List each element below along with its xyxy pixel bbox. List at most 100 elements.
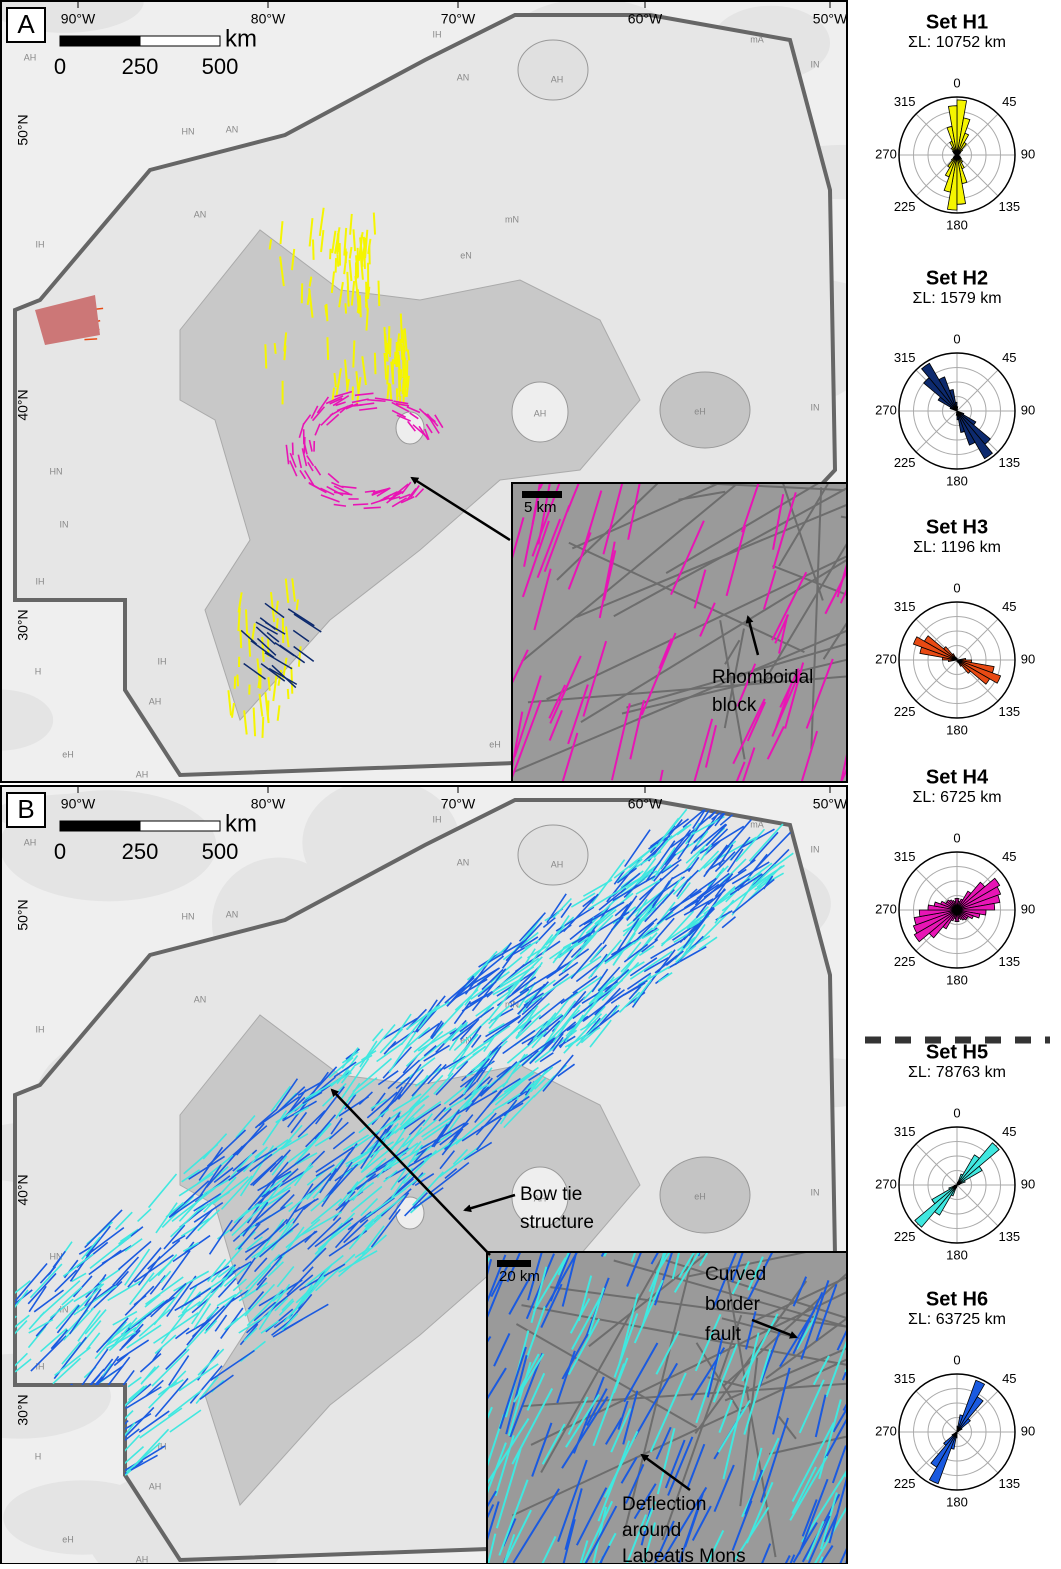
scale-bar-white bbox=[140, 821, 220, 831]
unit-label: eH bbox=[62, 1534, 74, 1544]
unit-label: HN bbox=[182, 126, 195, 136]
rose-subtitle: ΣL: 1196 km bbox=[913, 539, 1001, 556]
rose-angle-label: 90 bbox=[1021, 1176, 1035, 1191]
rose-angle-label: 0 bbox=[953, 1352, 960, 1367]
rose-angle-label: 135 bbox=[998, 199, 1020, 214]
scale-tick-label: 250 bbox=[122, 839, 159, 864]
annotation: Curved bbox=[705, 1264, 766, 1285]
unit-label: H bbox=[35, 1451, 42, 1461]
rose-title: Set H2 bbox=[926, 267, 988, 289]
rose-angle-label: 0 bbox=[953, 331, 960, 346]
scale-bar-black bbox=[60, 36, 140, 46]
fault-trace bbox=[408, 350, 409, 361]
unit-ah bbox=[396, 1197, 424, 1229]
rose-angle-label: 315 bbox=[894, 1371, 916, 1386]
latitude-label: 40°N bbox=[15, 1174, 31, 1205]
panel-label: B bbox=[17, 794, 34, 824]
unit-label: IN bbox=[811, 844, 820, 854]
unit-label: AH bbox=[149, 1481, 162, 1491]
rose-title: Set H5 bbox=[926, 1041, 988, 1063]
unit-label: eH bbox=[694, 406, 706, 416]
longitude-label: 80°W bbox=[251, 796, 286, 812]
rose-angle-label: 225 bbox=[894, 954, 916, 969]
rose-angle-label: 180 bbox=[946, 1494, 968, 1509]
inset-scale-bar bbox=[522, 491, 562, 498]
rose-subtitle: ΣL: 78763 km bbox=[908, 1064, 1006, 1081]
unit-ah bbox=[518, 825, 588, 885]
fault-trace bbox=[374, 213, 375, 235]
unit-label: mA bbox=[750, 819, 764, 829]
rose-angle-label: 0 bbox=[953, 75, 960, 90]
map-panel: AHAHIHANHNANmNeNAHeHeHINmAINIHINIHHIHAHe… bbox=[0, 779, 1046, 1564]
longitude-label: 80°W bbox=[251, 11, 286, 27]
unit-label: IN bbox=[811, 1187, 820, 1197]
fault-trace bbox=[246, 609, 247, 634]
rose-subtitle: ΣL: 1579 km bbox=[912, 290, 1001, 307]
rose-angle-label: 270 bbox=[875, 146, 897, 161]
unit-label: AN bbox=[226, 909, 239, 919]
unit-label: IH bbox=[158, 656, 167, 666]
rose-angle-label: 315 bbox=[894, 94, 916, 109]
longitude-label: 60°W bbox=[628, 796, 663, 812]
scale-tick-label: 0 bbox=[54, 54, 66, 79]
annotation: fault bbox=[705, 1324, 742, 1345]
unit-label: IH bbox=[36, 1024, 45, 1034]
rose-angle-label: 90 bbox=[1021, 402, 1035, 417]
annotation: Deflection bbox=[622, 1494, 707, 1515]
unit-label: AN bbox=[457, 72, 470, 82]
unit-label: IH bbox=[36, 239, 45, 249]
rose-angle-label: 180 bbox=[946, 217, 968, 232]
rose-angle-label: 315 bbox=[894, 1124, 916, 1139]
rose-angle-label: 0 bbox=[953, 830, 960, 845]
rose-angle-label: 225 bbox=[894, 199, 916, 214]
fault-trace bbox=[330, 249, 331, 259]
fault-trace bbox=[390, 338, 391, 357]
unit-label: mN bbox=[505, 214, 519, 224]
annotation: border bbox=[705, 1294, 761, 1315]
rose-angle-label: 270 bbox=[875, 1176, 897, 1191]
unit-label: IH bbox=[433, 814, 442, 824]
rose-angle-label: 180 bbox=[946, 1247, 968, 1262]
rose-angle-label: 225 bbox=[894, 1476, 916, 1491]
rose-angle-label: 315 bbox=[894, 350, 916, 365]
latitude-label: 40°N bbox=[15, 389, 31, 420]
rose-angle-label: 180 bbox=[946, 473, 968, 488]
unit-label: AN bbox=[194, 994, 207, 1004]
fault-trace bbox=[364, 237, 365, 253]
scale-tick-label: 0 bbox=[54, 839, 66, 864]
longitude-label: 70°W bbox=[441, 796, 476, 812]
unit-label: AH bbox=[136, 769, 149, 779]
fault-trace bbox=[304, 437, 305, 454]
unit-label: AH bbox=[551, 74, 564, 84]
rose-title: Set H1 bbox=[926, 11, 988, 33]
longitude-label: 50°W bbox=[813, 796, 848, 812]
annotation: Rhomboidal bbox=[712, 667, 813, 688]
latitude-label: 30°N bbox=[15, 1394, 31, 1425]
fault-trace bbox=[364, 507, 381, 508]
rose-subtitle: ΣL: 63725 km bbox=[908, 1311, 1006, 1328]
fault-trace bbox=[265, 344, 266, 368]
longitude-label: 90°W bbox=[61, 11, 96, 27]
rose-angle-label: 135 bbox=[998, 455, 1020, 470]
rose-angle-label: 270 bbox=[875, 901, 897, 916]
longitude-label: 50°W bbox=[813, 11, 848, 27]
unit-label: HN bbox=[182, 911, 195, 921]
panel-label: A bbox=[17, 9, 35, 39]
fault-trace bbox=[375, 353, 376, 374]
unit-label: AH bbox=[534, 408, 547, 418]
rose-angle-label: 45 bbox=[1002, 599, 1016, 614]
unit-label: AH bbox=[136, 1554, 149, 1564]
fault-trace bbox=[235, 676, 236, 689]
fault-trace bbox=[345, 303, 346, 313]
rose-title: Set H4 bbox=[926, 766, 989, 788]
annotation: around bbox=[622, 1520, 681, 1541]
scale-bar-white bbox=[140, 36, 220, 46]
inset-trace bbox=[845, 1422, 868, 1476]
rose-angle-label: 90 bbox=[1021, 651, 1035, 666]
rose-angle-label: 90 bbox=[1021, 901, 1035, 916]
scale-bar-black bbox=[60, 821, 140, 831]
